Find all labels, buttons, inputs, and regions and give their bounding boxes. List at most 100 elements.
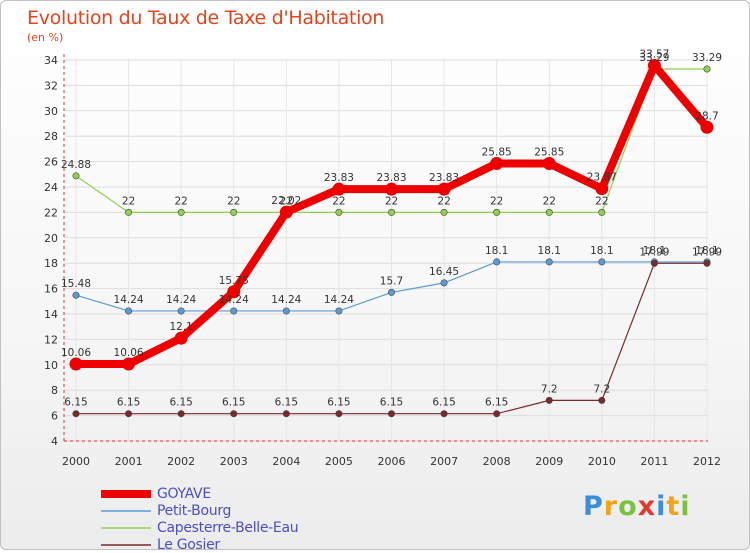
x-tick-label: 2008 — [483, 455, 511, 468]
data-point — [542, 157, 556, 171]
series-lines — [69, 58, 714, 418]
data-point — [72, 291, 80, 299]
data-label: 23.83 — [429, 172, 459, 184]
y-tick-label: 22 — [44, 206, 58, 219]
y-tick-label: 20 — [44, 232, 58, 245]
legend-item: Le Gosier — [101, 536, 298, 553]
data-point — [335, 208, 343, 216]
data-point — [493, 410, 501, 418]
data-point — [545, 396, 553, 404]
data-label: 23.87 — [587, 172, 617, 184]
data-point — [703, 65, 711, 73]
data-label: 22 — [174, 195, 187, 207]
y-tick-label: 32 — [44, 79, 58, 92]
data-label: 22 — [332, 195, 345, 207]
data-label: 22 — [490, 195, 503, 207]
data-label: 10.06 — [114, 347, 144, 359]
data-label: 18.1 — [695, 245, 718, 257]
data-label: 22 — [543, 195, 556, 207]
data-point — [177, 208, 185, 216]
y-tick-label: 6 — [51, 410, 58, 423]
data-point — [69, 357, 83, 371]
data-point — [650, 259, 658, 267]
y-tick-label: 4 — [51, 435, 58, 448]
axes: 4 6 8 10 12 14 16 18 20 22 24 26 28 30 32 34 2000 2001 200… — [44, 54, 721, 468]
legend-label-capesterre: Capesterre-Belle-Eau — [157, 519, 299, 536]
legend-label-goyave: GOYAVE — [157, 485, 211, 502]
data-label: 22 — [595, 195, 608, 207]
data-label: 22 — [385, 195, 398, 207]
data-point — [282, 307, 290, 315]
y-tick-label: 14 — [44, 308, 58, 321]
data-point — [174, 331, 188, 345]
data-point — [545, 208, 553, 216]
data-label: 7.2 — [541, 383, 558, 395]
x-tick-label: 2010 — [588, 455, 616, 468]
data-label: 33.29 — [692, 52, 722, 64]
data-point — [490, 157, 504, 171]
legend-swatch — [101, 489, 151, 498]
data-point — [230, 208, 238, 216]
legend-label-petit-bourg: Petit-Bourg — [157, 502, 232, 519]
data-point — [595, 182, 609, 196]
legend-item: Petit-Bourg — [101, 502, 298, 519]
data-point — [598, 396, 606, 404]
legend-swatch — [101, 509, 151, 512]
data-label: 33.29 — [639, 52, 669, 64]
data-point — [440, 279, 448, 287]
data-labels: 10.06 10.06 12.1 15.75 22.02 23.83 23.83 23.83 2… — [61, 48, 722, 408]
data-point — [598, 258, 606, 266]
data-point — [122, 357, 136, 371]
data-point — [279, 205, 293, 219]
legend-item: Capesterre-Belle-Eau — [101, 519, 299, 536]
data-point — [440, 208, 448, 216]
data-label: 15.48 — [61, 278, 91, 290]
data-point — [437, 182, 451, 196]
data-label: 6.15 — [275, 397, 298, 409]
data-point — [335, 307, 343, 315]
data-label: 15.7 — [380, 275, 403, 287]
legend-label-le-gosier: Le Gosier — [157, 536, 220, 553]
legend-swatch — [101, 526, 151, 529]
data-label: 14.24 — [219, 294, 249, 306]
data-point — [282, 410, 290, 418]
data-point — [493, 258, 501, 266]
data-point — [387, 208, 395, 216]
data-label: 6.15 — [327, 397, 350, 409]
data-label: 25.85 — [534, 147, 564, 159]
data-point — [598, 208, 606, 216]
x-tick-label: 2001 — [115, 455, 143, 468]
data-label: 6.15 — [169, 397, 192, 409]
chart-title: Evolution du Taux de Taxe d'Habitation — [27, 7, 385, 29]
data-label: 14.24 — [324, 294, 354, 306]
data-label: 14.24 — [166, 294, 196, 306]
chart-unit-label: (en %) — [27, 31, 64, 44]
x-tick-label: 2005 — [325, 455, 353, 468]
y-tick-label: 18 — [44, 257, 58, 270]
data-point — [545, 258, 553, 266]
x-tick-label: 2004 — [272, 455, 300, 468]
data-label: 7.2 — [593, 383, 610, 395]
y-tick-label: 16 — [44, 283, 58, 296]
data-point — [700, 120, 714, 134]
data-label: 17.99 — [639, 246, 669, 258]
data-label: 25.85 — [482, 147, 512, 159]
data-point — [177, 410, 185, 418]
data-point — [230, 410, 238, 418]
y-tick-label: 34 — [44, 54, 58, 67]
proxiti-logo[interactable]: Proxiti — [583, 491, 691, 522]
data-point — [125, 307, 133, 315]
y-tick-label: 12 — [44, 333, 58, 346]
x-tick-label: 2002 — [167, 455, 195, 468]
data-label: 6.15 — [380, 397, 403, 409]
data-label: 18.1 — [590, 245, 613, 257]
data-label: 18.1 — [485, 245, 508, 257]
data-label: 6.15 — [117, 397, 140, 409]
x-tick-label: 2012 — [693, 455, 721, 468]
data-label: 14.24 — [271, 294, 301, 306]
data-point — [703, 259, 711, 267]
data-label: 16.45 — [429, 266, 459, 278]
x-tick-label: 2007 — [430, 455, 458, 468]
